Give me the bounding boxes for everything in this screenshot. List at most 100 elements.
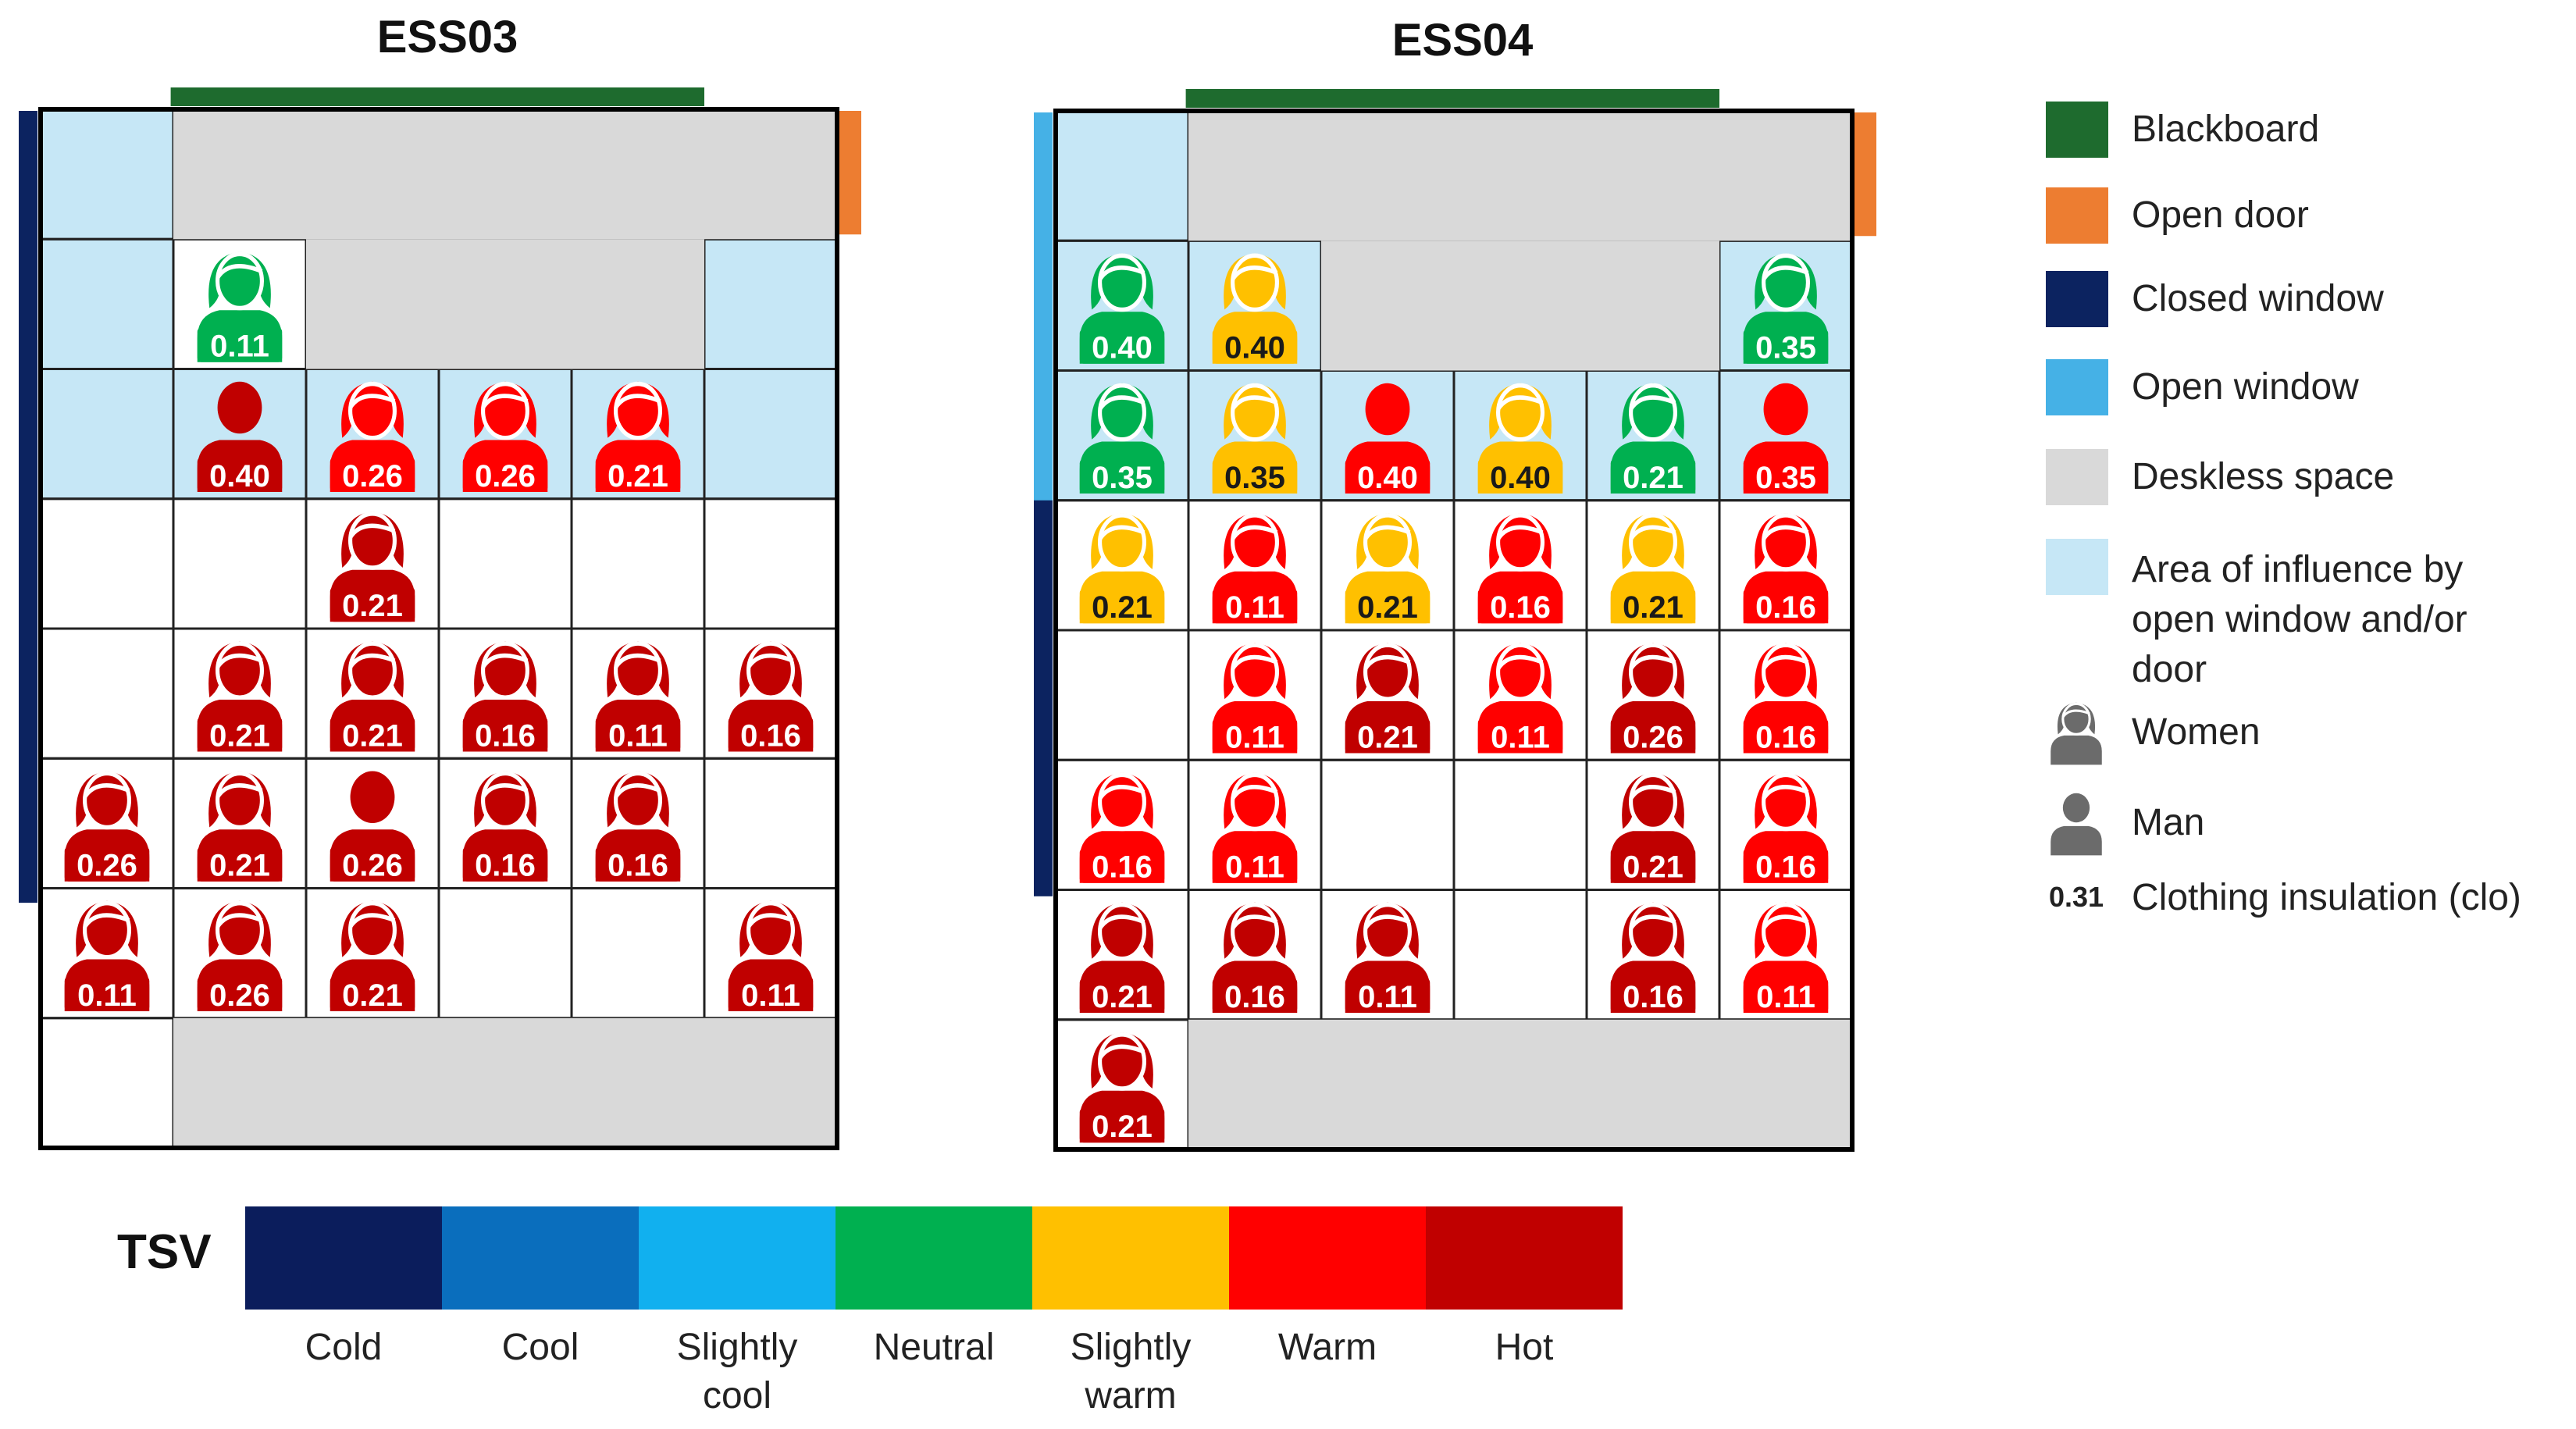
tsv-segment-slightly-cool bbox=[639, 1206, 836, 1310]
woman-occupant-icon bbox=[197, 900, 283, 1011]
clothing-insulation-value: 0.21 bbox=[209, 718, 270, 753]
woman-occupant-icon bbox=[1212, 383, 1298, 494]
clothing-insulation-value: 0.40 bbox=[1357, 461, 1418, 495]
tsv-label-line: cool bbox=[702, 1375, 772, 1417]
legend-label-deskless: Deskless space bbox=[2132, 456, 2395, 497]
woman-occupant-icon bbox=[1477, 513, 1563, 624]
legend-label-blackboard: Blackboard bbox=[2132, 109, 2320, 150]
clothing-insulation-value: 0.11 bbox=[210, 330, 269, 364]
woman-occupant-icon bbox=[595, 771, 681, 882]
blackboard-swatch bbox=[2046, 102, 2108, 158]
woman-occupant-icon bbox=[197, 641, 283, 752]
clothing-insulation-value: 0.21 bbox=[1623, 461, 1683, 495]
woman-occupant-icon bbox=[1743, 772, 1829, 883]
tsv-segment-neutral bbox=[836, 1206, 1032, 1310]
woman-occupant-icon bbox=[1212, 253, 1298, 364]
clothing-insulation-value: 0.21 bbox=[1623, 590, 1683, 625]
open-window-swatch bbox=[2046, 359, 2108, 415]
deskless-space bbox=[1188, 1019, 1852, 1149]
open-door bbox=[1855, 112, 1876, 237]
clothing-insulation-value: 0.21 bbox=[1092, 980, 1153, 1014]
woman-occupant-icon bbox=[595, 381, 681, 492]
grid-cell bbox=[1452, 889, 1588, 1021]
classroom-title-ess04: ESS04 bbox=[1391, 15, 1534, 66]
tsv-label-line: Warm bbox=[1277, 1327, 1377, 1368]
woman-occupant-icon bbox=[1345, 902, 1431, 1013]
tsv-label-slightly-cool: Slightly cool bbox=[639, 1324, 836, 1420]
clothing-insulation-value: 0.16 bbox=[1224, 980, 1285, 1014]
legend-label-influence-1: Area of influence by bbox=[2132, 549, 2464, 590]
woman-occupant-icon bbox=[462, 641, 548, 752]
woman-occupant-icon bbox=[1212, 772, 1298, 883]
clothing-insulation-value: 0.21 bbox=[607, 459, 668, 494]
clothing-insulation-value: 0.40 bbox=[1092, 331, 1153, 365]
tsv-label-line: warm bbox=[1085, 1375, 1177, 1417]
legend-label-influence-3: door bbox=[2132, 649, 2207, 690]
grid-cell bbox=[570, 887, 706, 1020]
clothing-insulation-value: 0.16 bbox=[1755, 850, 1816, 885]
clothing-insulation-value: 0.26 bbox=[77, 849, 137, 883]
clothing-insulation-value: 0.21 bbox=[209, 849, 270, 883]
grid-cell bbox=[1054, 629, 1190, 761]
clothing-insulation-value: 0.21 bbox=[342, 718, 403, 753]
clothing-insulation-value: 0.11 bbox=[1225, 590, 1284, 625]
woman-occupant-icon bbox=[1212, 902, 1298, 1013]
clothing-insulation-value: 0.40 bbox=[1224, 331, 1285, 365]
grid-cell bbox=[1452, 758, 1588, 891]
open-window bbox=[1034, 112, 1053, 502]
woman-occupant-icon bbox=[462, 771, 548, 882]
grid-cell bbox=[172, 497, 308, 630]
woman-occupant-icon bbox=[728, 641, 814, 752]
clothing-insulation-value: 0.40 bbox=[1490, 461, 1551, 495]
woman-occupant-icon bbox=[1477, 383, 1563, 494]
woman-occupant-icon bbox=[1212, 643, 1298, 754]
woman-occupant-icon bbox=[1743, 902, 1829, 1013]
clothing-insulation-value: 0.35 bbox=[1092, 461, 1153, 495]
man-occupant-icon bbox=[197, 381, 283, 492]
woman-occupant-icon bbox=[330, 511, 415, 622]
clothing-insulation-value: 0.26 bbox=[342, 849, 403, 883]
closed-window bbox=[19, 111, 37, 903]
tsv-color-scale bbox=[245, 1206, 1623, 1310]
clothing-insulation-value: 0.11 bbox=[77, 978, 137, 1013]
clothing-insulation-value: 0.26 bbox=[475, 459, 536, 494]
woman-occupant-icon bbox=[1079, 383, 1165, 494]
legend-clo-example: 0.31 bbox=[2049, 881, 2104, 913]
woman-occupant-icon bbox=[1345, 513, 1431, 624]
tsv-label-neutral: Neutral bbox=[836, 1324, 1032, 1372]
woman-icon bbox=[2050, 702, 2102, 765]
classroom-ess03: 0.11 0.40 0.26 0.26 0.21 0.21 0.21 0.21 0.16 0.11… bbox=[19, 87, 861, 1150]
blackboard bbox=[1185, 89, 1719, 108]
influence-area-cell bbox=[41, 369, 173, 499]
clothing-insulation-value: 0.21 bbox=[1357, 590, 1418, 625]
woman-occupant-icon bbox=[1079, 1032, 1165, 1143]
woman-occupant-icon bbox=[197, 771, 283, 882]
clothing-insulation-value: 0.26 bbox=[209, 978, 270, 1013]
woman-occupant-icon bbox=[1743, 643, 1829, 754]
clothing-insulation-value: 0.35 bbox=[1755, 331, 1816, 365]
clothing-insulation-value: 0.21 bbox=[1092, 1110, 1153, 1144]
woman-occupant-icon bbox=[1610, 902, 1696, 1013]
woman-occupant-icon bbox=[64, 900, 150, 1011]
deskless-space bbox=[173, 1017, 837, 1148]
clothing-insulation-value: 0.11 bbox=[1756, 980, 1815, 1014]
clothing-insulation-value: 0.16 bbox=[1623, 980, 1683, 1014]
woman-occupant-icon bbox=[1212, 513, 1298, 624]
clothing-insulation-value: 0.16 bbox=[740, 718, 801, 753]
tsv-label-slightly-warm: Slightly warm bbox=[1032, 1324, 1229, 1420]
legend-label-closed-window: Closed window bbox=[2132, 278, 2384, 319]
grid-cell bbox=[437, 497, 573, 630]
classroom-ess04: 0.40 0.40 0.35 0.35 0.35 0.40 0.40 0.21 0.35 0.21… bbox=[1034, 89, 1876, 1152]
tsv-label-warm: Warm bbox=[1229, 1324, 1426, 1372]
grid-cell bbox=[39, 1017, 175, 1149]
woman-occupant-icon bbox=[1743, 513, 1829, 624]
tsv-label-line: Hot bbox=[1495, 1327, 1554, 1368]
influence-area-cell bbox=[1056, 111, 1188, 241]
grid-cell bbox=[703, 497, 839, 630]
deskless-swatch bbox=[2046, 449, 2108, 505]
deskless-space bbox=[1188, 111, 1852, 241]
influence-area-cell bbox=[704, 239, 837, 369]
room-outline bbox=[1053, 109, 1855, 1152]
influence-area-cell bbox=[41, 109, 173, 240]
